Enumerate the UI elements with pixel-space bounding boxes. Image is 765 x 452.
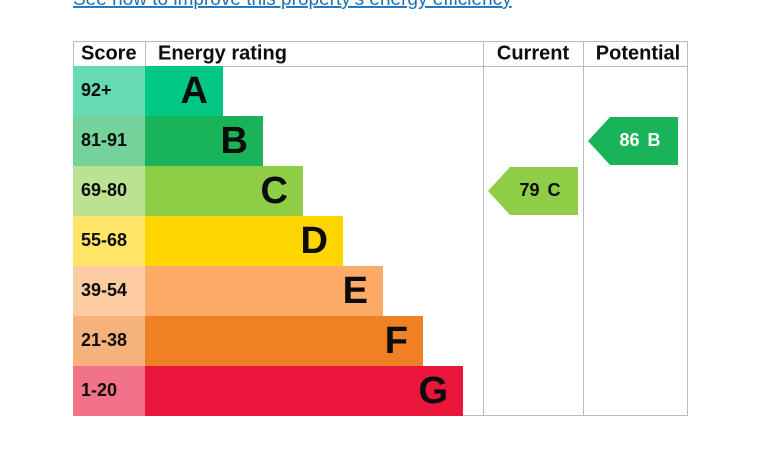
header-potential: Potential [596,42,680,64]
potential-arrow [588,117,678,165]
rating-bar [145,366,463,416]
score-label: 92+ [81,80,112,100]
rating-bar [145,216,343,266]
potential-band: B [648,130,661,150]
rating-letter: C [261,170,288,212]
current-score: 79 [519,180,539,200]
score-cell [73,66,145,116]
score-cell [73,366,145,416]
rating-bar [145,66,223,116]
header-rating: Energy rating [158,42,287,64]
score-cell [73,216,145,266]
rating-letter: B [221,120,248,162]
rating-letter: E [343,270,368,312]
rating-bar [145,316,423,366]
score-cell [73,116,145,166]
current-band: C [548,180,561,200]
score-label: 55-68 [81,230,127,250]
rating-bar [145,116,263,166]
score-cell [73,166,145,216]
score-label: 1-20 [81,380,117,400]
header-score: Score [81,42,137,64]
rating-bar [145,266,383,316]
score-label: 69-80 [81,180,127,200]
rating-letter: F [385,320,408,362]
score-label: 39-54 [81,280,127,300]
current-arrow [488,167,578,215]
rating-bar [145,166,303,216]
rating-letter: D [301,220,328,262]
header-current: Current [497,42,570,64]
rating-letter: G [418,370,448,412]
score-cell [73,316,145,366]
current-label: 79 C [519,180,560,200]
potential-label: 86 B [619,130,660,150]
score-cell [73,266,145,316]
potential-score: 86 [619,130,639,150]
score-label: 21-38 [81,330,127,350]
rating-letter: A [181,70,208,112]
score-label: 81-91 [81,130,127,150]
improve-link[interactable]: See how to improve this property’s energ… [73,0,512,10]
